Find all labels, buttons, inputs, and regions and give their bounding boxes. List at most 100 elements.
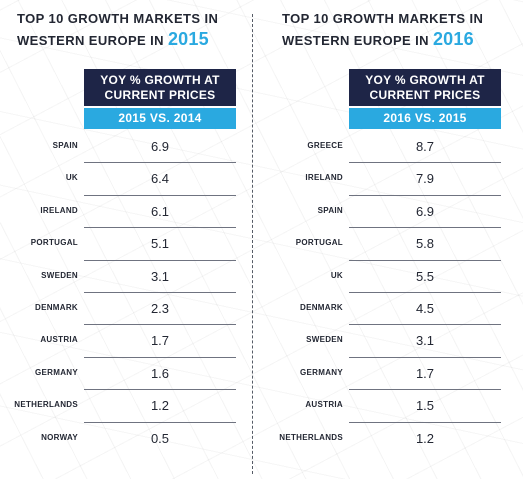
table-row: IRELAND 6.1 xyxy=(0,196,236,229)
table-row: GREECE 8.7 xyxy=(265,131,501,164)
table-row: AUSTRIA 1.7 xyxy=(0,325,236,358)
row-divider xyxy=(84,356,236,358)
row-divider xyxy=(349,162,501,164)
table-row: SPAIN 6.9 xyxy=(0,131,236,164)
growth-value: 6.9 xyxy=(415,203,435,219)
growth-value: 1.2 xyxy=(415,430,435,446)
table-row: NORWAY 0.5 xyxy=(0,423,236,455)
header-line-1: YOY % GROWTH AT xyxy=(365,73,485,87)
title-2016: TOP 10 GROWTH MARKETS IN WESTERN EUROPE … xyxy=(282,9,483,51)
country-label: SWEDEN xyxy=(41,270,78,280)
header-line-1: YOY % GROWTH AT xyxy=(100,73,220,87)
title-prefix: WESTERN EUROPE IN xyxy=(17,33,164,48)
country-label: AUSTRIA xyxy=(305,400,343,410)
row-divider xyxy=(84,291,236,293)
table-row: NETHERLANDS 1.2 xyxy=(0,390,236,423)
title-line-2: WESTERN EUROPE IN 2015 xyxy=(17,29,218,51)
country-label: UK xyxy=(330,270,343,280)
row-divider xyxy=(84,194,236,196)
table-row: DENMARK 4.5 xyxy=(265,293,501,326)
rows-2016: GREECE 8.7 IRELAND 7.9 SPAIN 6.9 PORTUGAL 5.… xyxy=(265,131,501,455)
country-label: IRELAND xyxy=(305,173,343,183)
table-row: DENMARK 2.3 xyxy=(0,293,236,326)
country-label: GERMANY xyxy=(35,367,78,377)
table-row: SWEDEN 3.1 xyxy=(0,261,236,293)
row-divider xyxy=(84,162,236,164)
table-row: IRELAND 7.9 xyxy=(265,163,501,196)
country-label: GREECE xyxy=(307,141,343,150)
country-label: NETHERLANDS xyxy=(14,400,78,410)
row-divider xyxy=(349,421,501,423)
growth-value: 6.9 xyxy=(150,139,170,154)
growth-value: 2.3 xyxy=(150,300,170,316)
growth-value: 1.6 xyxy=(150,365,170,381)
header-line-2: CURRENT PRICES xyxy=(104,88,216,102)
row-divider xyxy=(84,324,236,326)
table-row: NETHERLANDS 1.2 xyxy=(265,423,501,455)
title-2015: TOP 10 GROWTH MARKETS IN WESTERN EUROPE … xyxy=(17,9,218,51)
growth-value: 4.5 xyxy=(415,300,435,316)
country-label: PORTUGAL xyxy=(295,238,343,248)
country-label: PORTUGAL xyxy=(30,238,78,248)
growth-value: 1.2 xyxy=(150,398,170,414)
table-row: UK 6.4 xyxy=(0,163,236,196)
row-divider xyxy=(349,291,501,293)
title-year: 2015 xyxy=(167,29,209,49)
dashed-divider xyxy=(252,14,253,474)
growth-value: 3.1 xyxy=(415,333,435,349)
country-label: NETHERLANDS xyxy=(279,432,343,442)
table-row: SPAIN 6.9 xyxy=(265,196,501,229)
table-row: PORTUGAL 5.8 xyxy=(265,228,501,261)
country-label: AUSTRIA xyxy=(40,335,78,345)
row-divider xyxy=(349,259,501,261)
row-divider xyxy=(84,227,236,229)
row-divider xyxy=(349,227,501,229)
country-label: NORWAY xyxy=(41,432,78,442)
panel-2015: TOP 10 GROWTH MARKETS IN WESTERN EUROPE … xyxy=(0,0,250,479)
row-divider xyxy=(84,259,236,261)
table-row: GERMANY 1.6 xyxy=(0,358,236,391)
row-divider xyxy=(349,389,501,391)
country-label: SPAIN xyxy=(317,205,343,215)
growth-value: 7.9 xyxy=(415,171,435,187)
row-divider xyxy=(349,194,501,196)
growth-value: 1.7 xyxy=(150,333,170,349)
country-label: DENMARK xyxy=(300,302,343,312)
title-prefix: WESTERN EUROPE IN xyxy=(282,33,429,48)
country-label: IRELAND xyxy=(40,205,78,215)
table-row: UK 5.5 xyxy=(265,261,501,293)
header-growth-label: YOY % GROWTH AT CURRENT PRICES xyxy=(349,69,501,106)
country-label: SPAIN xyxy=(52,141,78,150)
table-row: SWEDEN 3.1 xyxy=(265,325,501,358)
header-period: 2015 VS. 2014 xyxy=(84,108,236,129)
growth-value: 3.1 xyxy=(150,268,170,284)
column-header-2016: YOY % GROWTH AT CURRENT PRICES 2016 VS. … xyxy=(349,69,501,129)
country-label: GERMANY xyxy=(300,367,343,377)
title-line-1: TOP 10 GROWTH MARKETS IN xyxy=(282,11,484,26)
column-header-2015: YOY % GROWTH AT CURRENT PRICES 2015 VS. … xyxy=(84,69,236,129)
table-row: PORTUGAL 5.1 xyxy=(0,228,236,261)
growth-value: 5.5 xyxy=(415,268,435,284)
growth-value: 1.7 xyxy=(415,365,435,381)
row-divider xyxy=(349,356,501,358)
rows-2015: SPAIN 6.9 UK 6.4 IRELAND 6.1 PORTUGAL 5.1 SW… xyxy=(0,131,236,455)
growth-value: 1.5 xyxy=(415,398,435,414)
row-divider xyxy=(84,389,236,391)
growth-value: 0.5 xyxy=(150,430,170,446)
growth-value: 6.1 xyxy=(150,203,170,219)
table-row: AUSTRIA 1.5 xyxy=(265,390,501,423)
growth-value: 5.1 xyxy=(150,236,170,252)
panel-2016: TOP 10 GROWTH MARKETS IN WESTERN EUROPE … xyxy=(265,0,515,479)
growth-value: 5.8 xyxy=(415,236,435,252)
header-period: 2016 VS. 2015 xyxy=(349,108,501,129)
header-line-2: CURRENT PRICES xyxy=(369,88,481,102)
country-label: SWEDEN xyxy=(306,335,343,345)
title-year: 2016 xyxy=(432,29,474,49)
table-row: GERMANY 1.7 xyxy=(265,358,501,391)
row-divider xyxy=(349,324,501,326)
growth-value: 8.7 xyxy=(415,139,435,154)
title-line-1: TOP 10 GROWTH MARKETS IN xyxy=(17,11,219,26)
country-label: UK xyxy=(65,173,78,183)
country-label: DENMARK xyxy=(35,302,78,312)
growth-value: 6.4 xyxy=(150,171,170,187)
